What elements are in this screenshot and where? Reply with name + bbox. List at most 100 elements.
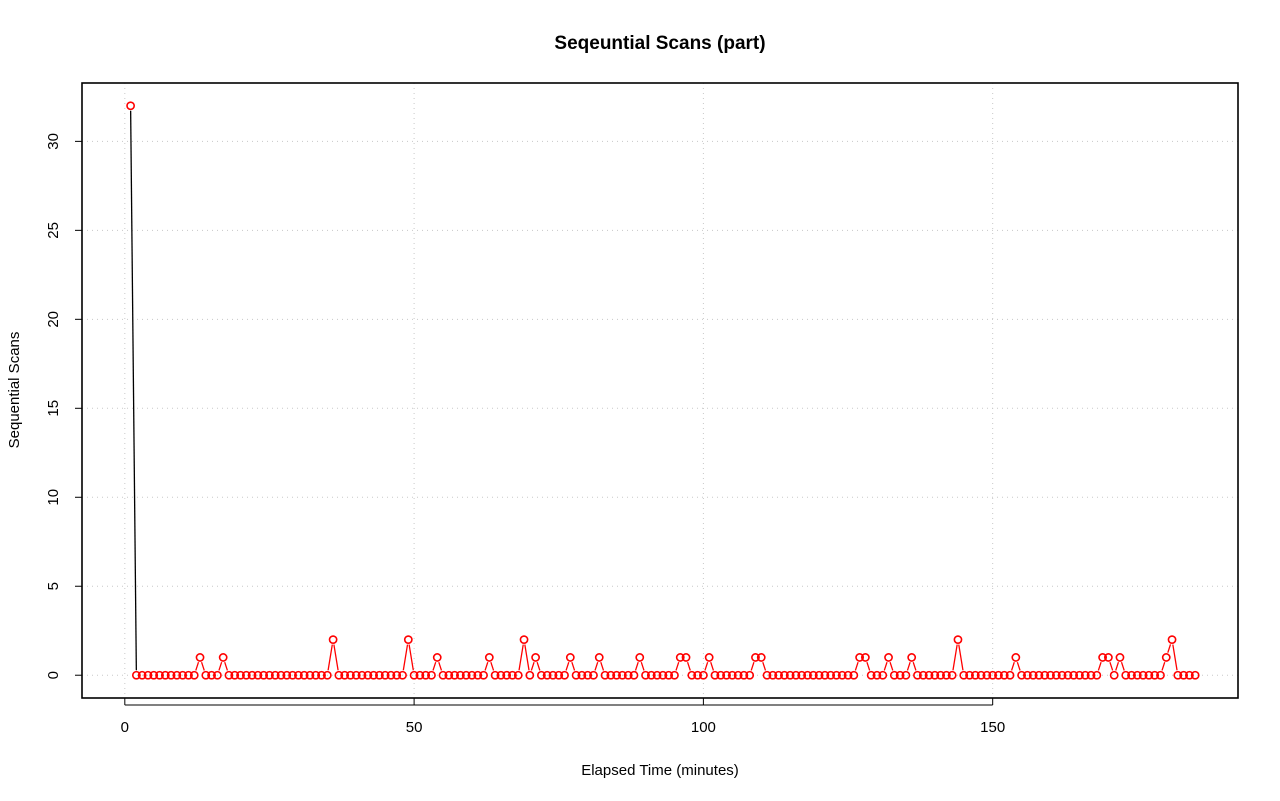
- data-point: [756, 653, 766, 662]
- data-point: [415, 670, 425, 680]
- data-point: [490, 670, 500, 680]
- data-point: [635, 653, 645, 662]
- data-point: [837, 670, 847, 680]
- data-point: [994, 670, 1003, 680]
- data-point: [421, 670, 431, 680]
- data-point: [554, 670, 564, 680]
- series-line-segment: [1109, 661, 1114, 671]
- series-line-segment: [218, 661, 223, 671]
- data-point: [895, 670, 905, 680]
- data-point: [473, 670, 483, 680]
- series-line-segment: [634, 661, 639, 671]
- data-point: [594, 653, 604, 662]
- data-point: [907, 653, 917, 662]
- data-point: [143, 670, 153, 680]
- data-point: [1057, 670, 1067, 680]
- data-point: [484, 653, 494, 662]
- x-tick-label: 150: [980, 719, 1005, 736]
- data-point: [722, 670, 731, 680]
- data-point: [901, 670, 911, 680]
- data-point: [751, 653, 760, 662]
- series-line-segment: [640, 661, 645, 671]
- series-line-segment: [484, 661, 489, 671]
- series-line-segment: [1172, 644, 1178, 671]
- series-line-segment: [1167, 644, 1172, 653]
- data-point: [369, 670, 379, 680]
- data-point: [1022, 670, 1032, 680]
- data-point: [1144, 670, 1154, 680]
- data-point: [739, 670, 749, 680]
- data-point: [681, 653, 691, 662]
- data-point: [265, 670, 274, 680]
- data-point: [149, 670, 159, 680]
- data-point: [218, 653, 228, 662]
- series-line-segment: [518, 644, 524, 671]
- data-point: [548, 670, 558, 680]
- data-point: [947, 670, 957, 680]
- series-line-segment: [750, 661, 755, 671]
- series-line-segment: [704, 661, 709, 671]
- data-point: [1103, 653, 1113, 662]
- data-point: [826, 670, 836, 680]
- data-point: [305, 670, 315, 680]
- series-line-segment: [408, 644, 414, 671]
- data-point: [1167, 635, 1177, 645]
- series-line-segment: [600, 661, 605, 671]
- data-point: [606, 670, 616, 680]
- data-point: [131, 670, 141, 680]
- data-point: [1150, 670, 1160, 680]
- data-point: [930, 670, 940, 680]
- data-point: [959, 670, 969, 680]
- data-point: [201, 670, 211, 680]
- series-line-segment: [906, 661, 911, 671]
- data-point: [860, 653, 870, 662]
- data-point: [970, 670, 980, 680]
- data-point: [1040, 670, 1050, 680]
- data-point: [941, 670, 951, 680]
- data-point: [774, 670, 784, 680]
- data-point: [380, 670, 390, 680]
- series-line-segment: [130, 110, 137, 671]
- series-line-segment: [224, 661, 229, 671]
- series-line-segment: [1010, 661, 1015, 671]
- data-point: [999, 670, 1009, 680]
- data-point: [513, 670, 523, 680]
- data-point: [1173, 670, 1183, 680]
- series-line-segment: [530, 661, 535, 671]
- data-point: [288, 670, 298, 680]
- data-point: [664, 670, 674, 680]
- data-point: [878, 670, 888, 680]
- series-line-segment: [200, 661, 205, 671]
- series-line-segment: [710, 661, 715, 671]
- data-point: [1086, 670, 1096, 680]
- series-line-segment: [594, 661, 599, 671]
- data-point: [409, 670, 419, 680]
- data-point: [259, 670, 269, 680]
- series-line-segment: [524, 644, 530, 671]
- data-point: [461, 670, 471, 680]
- data-point: [745, 670, 755, 680]
- data-point: [866, 670, 876, 680]
- series-line-segment: [1115, 661, 1120, 671]
- x-axis: 0 50 100 150: [121, 698, 1005, 736]
- y-tick-label: 0: [45, 671, 62, 679]
- data-point: [195, 653, 205, 662]
- data-point: [803, 670, 812, 680]
- data-point: [525, 670, 535, 680]
- data-point: [779, 670, 789, 680]
- series-line-segment: [889, 661, 894, 671]
- data-point: [502, 670, 512, 680]
- data-point: [791, 670, 801, 680]
- data-point: [236, 670, 245, 680]
- data-point: [241, 670, 251, 680]
- data-point: [814, 670, 824, 680]
- data-point: [1115, 653, 1125, 662]
- data-point: [247, 670, 257, 680]
- data-point: [843, 670, 853, 680]
- data-point: [785, 670, 795, 680]
- data-point: [1046, 670, 1055, 680]
- chart-title: Seqeuntial Scans (part): [554, 33, 765, 54]
- data-point: [479, 670, 488, 680]
- data-point: [918, 670, 928, 680]
